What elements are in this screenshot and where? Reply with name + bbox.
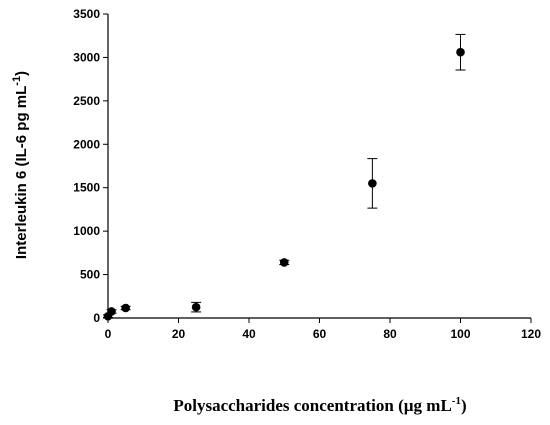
x-tick-label: 40 [242, 327, 256, 341]
y-tick-label: 2000 [73, 137, 100, 151]
y-axis-label-close: ) [13, 71, 30, 76]
data-point [279, 258, 289, 267]
data-point [107, 307, 116, 316]
data-point [121, 303, 130, 313]
x-tick-label: 60 [313, 327, 327, 341]
x-axis-label-close: ) [461, 396, 467, 415]
x-ticks: 0 20 40 60 80 100 120 [105, 318, 541, 341]
y-ticks: 0 500 1000 1500 2000 2500 3000 3500 [73, 7, 108, 325]
x-axis-label-main: Polysaccharides concentration (µg mL [173, 396, 451, 415]
x-tick-label: 80 [383, 327, 397, 341]
y-tick-label: 1500 [73, 181, 100, 195]
y-tick-label: 1000 [73, 224, 100, 238]
data-point [456, 47, 465, 57]
y-tick-label: 3500 [73, 7, 100, 21]
y-tick-label: 0 [93, 311, 100, 325]
y-tick-label: 2500 [73, 94, 100, 108]
y-tick-label: 3000 [73, 50, 100, 64]
x-tick-label: 120 [521, 327, 541, 341]
x-tick-label: 20 [172, 327, 186, 341]
data-points [103, 33, 466, 321]
y-axis-label-main: Interleukin 6 (IL-6 pg mL [13, 86, 30, 259]
x-tick-label: 100 [450, 327, 470, 341]
x-tick-label: 0 [105, 327, 112, 341]
y-tick-label: 500 [80, 268, 100, 282]
axes [107, 14, 531, 319]
y-axis-label-sup: -1 [11, 76, 23, 86]
data-point [368, 179, 377, 188]
data-point [191, 302, 201, 312]
x-axis-label: Polysaccharides concentration (µg mL-1) [173, 395, 466, 415]
x-axis-label-sup: -1 [452, 395, 461, 407]
y-axis-label: Interleukin 6 (IL-6 pg mL-1) [11, 71, 30, 259]
